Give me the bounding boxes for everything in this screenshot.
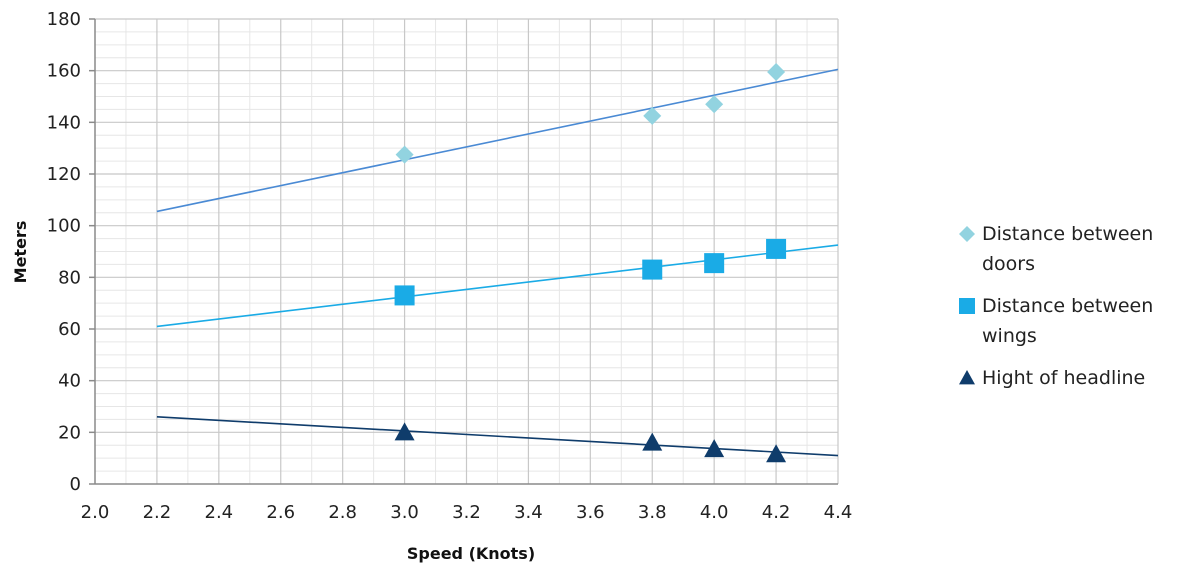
axes bbox=[89, 18, 838, 485]
legend-marker-series-2 bbox=[959, 298, 975, 314]
data-point-series-1 bbox=[705, 95, 724, 114]
y-tick-label: 180 bbox=[47, 9, 81, 30]
data-point-series-2 bbox=[394, 285, 415, 306]
y-tick-label: 100 bbox=[47, 216, 81, 237]
legend: Distance between doors Distance between win… bbox=[959, 223, 1153, 389]
y-tick-label: 140 bbox=[47, 112, 81, 133]
legend-label: wings bbox=[982, 325, 1037, 347]
legend-marker-series-3 bbox=[959, 370, 975, 385]
data-point-series-2 bbox=[704, 253, 725, 274]
x-axis-title: Speed (Knots) bbox=[407, 544, 535, 563]
y-tick-label: 160 bbox=[47, 61, 81, 82]
x-tick-label: 2.4 bbox=[205, 502, 234, 523]
data-point-series-1 bbox=[767, 62, 786, 81]
data-point-series-3 bbox=[766, 444, 787, 463]
x-tick-label: 3.8 bbox=[638, 502, 667, 523]
data-point-series-2 bbox=[766, 238, 787, 259]
tick-labels: 0 20 40 60 80 100 120 140 160 180 2.0 2.2 2.4 2.6 2.8 3… bbox=[47, 9, 853, 523]
x-tick-label: 2.6 bbox=[266, 502, 295, 523]
legend-marker-series-1 bbox=[959, 226, 975, 242]
legend-label: Distance between bbox=[982, 295, 1153, 317]
y-tick-label: 0 bbox=[70, 474, 81, 495]
trendlines bbox=[156, 68, 839, 457]
x-tick-label: 4.2 bbox=[762, 502, 791, 523]
y-tick-label: 40 bbox=[58, 371, 81, 392]
x-tick-label: 3.0 bbox=[390, 502, 419, 523]
data-point-series-1 bbox=[643, 106, 662, 125]
data-point-series-3 bbox=[394, 422, 415, 441]
x-tick-label: 2.2 bbox=[143, 502, 172, 523]
data-point-series-2 bbox=[642, 259, 663, 280]
data-points bbox=[394, 62, 787, 463]
legend-label: Hight of headline bbox=[982, 367, 1145, 389]
y-tick-label: 20 bbox=[58, 422, 81, 443]
y-tick-label: 120 bbox=[47, 164, 81, 185]
data-point-series-1 bbox=[395, 145, 414, 164]
trendline-series-1 bbox=[156, 68, 839, 213]
x-tick-label: 3.6 bbox=[576, 502, 605, 523]
legend-label: doors bbox=[982, 253, 1035, 275]
x-tick-label: 4.0 bbox=[700, 502, 729, 523]
trendline-series-3 bbox=[156, 416, 839, 457]
major-gridlines bbox=[95, 18, 839, 484]
y-axis-title: Meters bbox=[11, 221, 30, 284]
y-tick-label: 60 bbox=[58, 319, 81, 340]
x-tick-label: 2.8 bbox=[328, 502, 357, 523]
x-tick-label: 3.4 bbox=[514, 502, 543, 523]
x-tick-label: 4.4 bbox=[824, 502, 853, 523]
data-point-series-3 bbox=[704, 439, 725, 458]
x-tick-label: 3.2 bbox=[452, 502, 481, 523]
legend-label: Distance between bbox=[982, 223, 1153, 245]
x-tick-label: 2.0 bbox=[81, 502, 110, 523]
trendline-series-2 bbox=[156, 244, 839, 328]
data-point-series-3 bbox=[642, 432, 663, 451]
y-tick-label: 80 bbox=[58, 267, 81, 288]
